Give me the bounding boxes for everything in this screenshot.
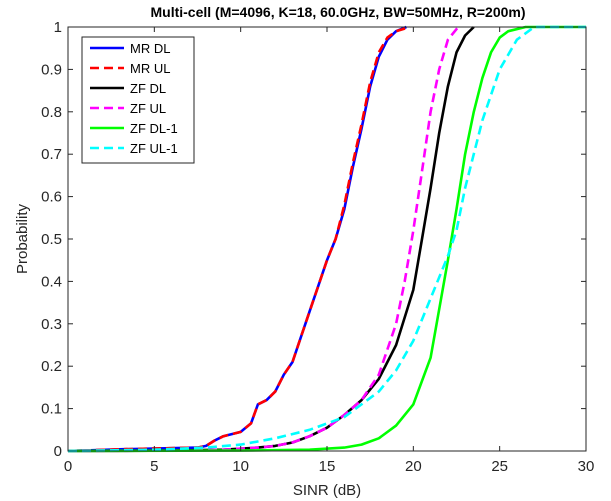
chart-title: Multi-cell (M=4096, K=18, 60.0GHz, BW=50… [150, 4, 525, 20]
legend-label: ZF UL-1 [130, 141, 178, 156]
y-tick-label: 0.4 [41, 273, 62, 290]
y-tick-label: 0.8 [41, 104, 62, 121]
y-axis-ticks: 0 0.1 0.2 0.3 0.4 0.5 0.6 0.7 0.8 0.9 1 [41, 19, 586, 460]
y-axis-label: Probability [14, 203, 31, 274]
y-tick-label: 0.3 [41, 316, 62, 333]
series-layer [67, 25, 586, 453]
x-axis-label: SINR (dB) [293, 482, 361, 499]
y-tick-label: 0.1 [41, 401, 62, 418]
x-tick-label: 15 [319, 458, 336, 475]
legend-label: MR DL [130, 41, 170, 56]
x-tick-label: 5 [150, 458, 158, 475]
y-tick-label: 0.6 [41, 189, 62, 206]
y-tick-label: 0.5 [41, 231, 62, 248]
y-tick-label: 1 [54, 19, 62, 36]
series-line-zf-ul-1 [67, 25, 586, 453]
series-line-zf-dl [67, 26, 475, 453]
legend: MR DL MR UL ZF DL ZF UL ZF DL-1 ZF UL-1 [81, 36, 195, 164]
x-tick-label: 20 [405, 458, 422, 475]
legend-box [81, 36, 195, 164]
y-tick-label: 0.7 [41, 146, 62, 163]
x-tick-label: 0 [64, 458, 72, 475]
x-tick-label: 25 [491, 458, 508, 475]
series-line-zf-ul [67, 26, 460, 453]
y-tick-label: 0.2 [41, 358, 62, 375]
legend-label: ZF DL [130, 81, 166, 96]
series-line-zf-dl-1 [67, 25, 586, 453]
x-tick-label: 30 [578, 458, 595, 475]
legend-label: ZF UL [130, 101, 166, 116]
y-tick-label: 0 [54, 443, 62, 460]
x-tick-label: 10 [232, 458, 249, 475]
legend-label: ZF DL-1 [130, 121, 178, 136]
series-line-mr-ul [67, 25, 411, 453]
y-tick-label: 0.9 [41, 61, 62, 78]
legend-label: MR UL [130, 61, 170, 76]
x-axis-ticks: 0 5 10 15 20 25 30 [64, 27, 595, 475]
